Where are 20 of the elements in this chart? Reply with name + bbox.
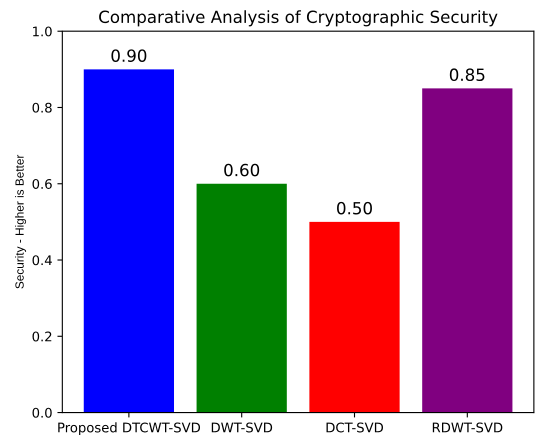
y-tick-label: 1.0 <box>33 26 52 36</box>
y-tick-label: 0.8 <box>32 102 52 113</box>
x-tick-label: DWT-SVD <box>212 422 272 432</box>
y-axis-title: Security - Higher is Better <box>15 154 26 289</box>
bar <box>196 184 287 413</box>
data-label: 0.60 <box>224 164 260 176</box>
x-tick-label: DCT-SVD <box>326 422 383 432</box>
bar <box>422 88 512 413</box>
data-label: 0.90 <box>111 49 146 62</box>
data-label: 0.50 <box>337 202 372 214</box>
data-label: 0.85 <box>450 68 484 82</box>
x-tick-label: Proposed DTCWT-SVD <box>58 422 200 436</box>
y-tick-label: 0.2 <box>32 332 52 342</box>
y-tick-label: 0.0 <box>32 408 52 418</box>
chart-title: Comparative Analysis of Cryptographic Security <box>99 10 498 26</box>
bar <box>84 69 174 413</box>
y-tick-label: 0.4 <box>32 255 52 266</box>
bar <box>309 222 400 413</box>
y-tick-label: 0.6 <box>32 178 52 189</box>
x-tick-label: RDWT-SVD <box>432 422 502 432</box>
